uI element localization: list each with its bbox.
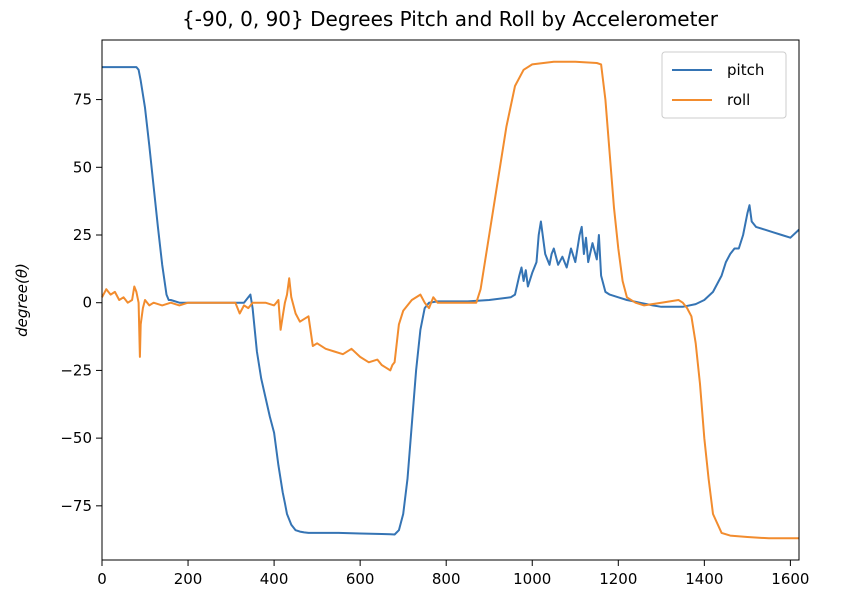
y-tick-label: −75	[60, 497, 92, 515]
legend-box	[661, 51, 787, 119]
x-tick-label: 200	[174, 570, 203, 588]
plot-frame	[101, 39, 800, 561]
y-tick-label: 25	[73, 226, 92, 244]
series-line-roll	[101, 60, 799, 540]
x-tick-label: 1200	[599, 570, 637, 588]
chart-title: {-90, 0, 90} Degrees Pitch and Roll by A…	[182, 7, 719, 31]
y-tick-label: 75	[73, 91, 92, 109]
legend-label-pitch: pitch	[727, 61, 764, 79]
y-tick-label: 0	[82, 294, 92, 312]
x-tick-label: 600	[346, 570, 375, 588]
x-tick-label: 800	[432, 570, 461, 588]
y-tick-label: −25	[60, 361, 92, 379]
x-tick-label: 0	[97, 570, 107, 588]
series-layer	[101, 60, 800, 540]
y-axis: 75 50 25 0 −25 −50 −75	[60, 91, 102, 515]
x-tick-label: 1000	[513, 570, 551, 588]
x-tick-label: 1600	[771, 570, 809, 588]
y-tick-label: 50	[73, 158, 92, 176]
x-tick-label: 400	[260, 570, 289, 588]
legend-label-roll: roll	[727, 91, 750, 109]
plot-area	[102, 40, 799, 560]
x-tick-label: 1400	[685, 570, 723, 588]
legend: pitch roll	[661, 51, 787, 119]
y-axis-label: degree(θ)	[13, 263, 31, 337]
y-tick-label: −50	[60, 429, 92, 447]
x-axis: 0 200 400 600 800 1000 1200 1400 1600	[97, 560, 809, 588]
